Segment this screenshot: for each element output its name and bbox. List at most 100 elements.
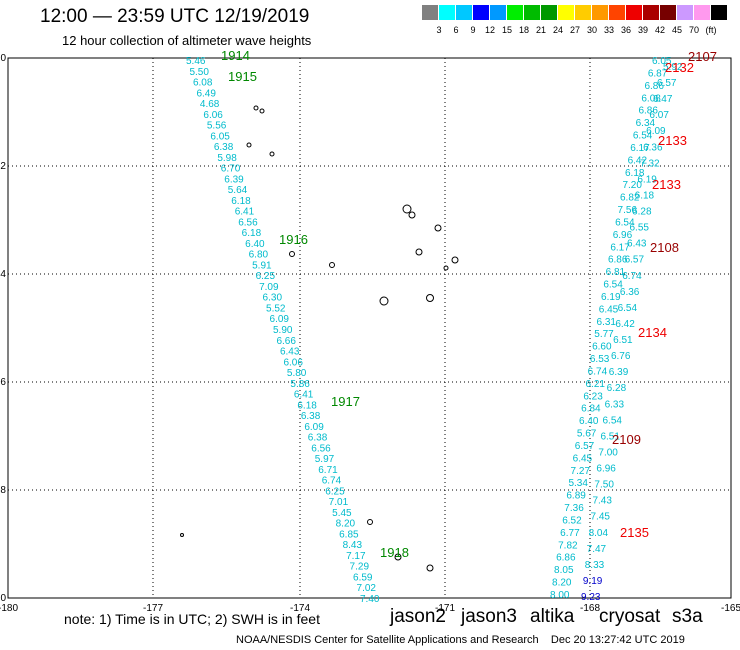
colorbar-label: 36 bbox=[620, 25, 631, 35]
colorbar-label: 18 bbox=[518, 25, 529, 35]
swh-value-left: 6.38 bbox=[301, 411, 321, 422]
swh-value-right-inner: 7.32 bbox=[640, 158, 660, 169]
swh-value-left: 7.29 bbox=[350, 562, 370, 573]
legend-altika: altika bbox=[530, 606, 575, 627]
legend-jason3: jason3 bbox=[461, 606, 517, 627]
colorbar-swatch bbox=[490, 5, 506, 20]
map-title: 12:00 — 23:59 UTC 12/19/2019 bbox=[40, 6, 310, 27]
swh-value-right-inner: 7.43 bbox=[592, 496, 612, 507]
colorbar-swatch bbox=[643, 5, 659, 20]
y-tick-label: 0 bbox=[0, 53, 6, 64]
swh-value-right-inner: 6.57 bbox=[625, 255, 645, 266]
swh-value-left: 6.30 bbox=[263, 293, 283, 304]
swh-value-left: 5.98 bbox=[217, 153, 237, 164]
y-tick-label: -10 bbox=[0, 593, 6, 604]
swh-value-right-outer: 6.86 bbox=[638, 106, 658, 117]
pass-label: 1917 bbox=[331, 394, 360, 409]
swh-value-left: 6.66 bbox=[276, 336, 296, 347]
colorbar-label: 9 bbox=[470, 25, 476, 35]
swh-value-right-inner: 6.39 bbox=[609, 367, 629, 378]
pass-label: 2132 bbox=[665, 60, 694, 75]
pass-label: 2133 bbox=[652, 177, 681, 192]
swh-value-right-inner: 6.54 bbox=[603, 415, 623, 426]
swh-value-right-inner: 6.19 bbox=[637, 174, 657, 185]
legend-cryosat: cryosat bbox=[599, 606, 661, 627]
swh-value-left: 7.01 bbox=[329, 497, 349, 508]
swh-value-left: 6.08 bbox=[193, 78, 213, 89]
swh-value-right-inner: 6.33 bbox=[605, 399, 625, 410]
colorbar-label: (ft) bbox=[705, 25, 717, 35]
credit-line: NOAA/NESDIS Center for Satellite Applica… bbox=[236, 634, 685, 646]
swh-value-right-inner: 6.51 bbox=[613, 335, 633, 346]
swh-value-right-inner: 6.96 bbox=[596, 464, 616, 475]
swh-value-right-inner: 6.54 bbox=[618, 303, 638, 314]
x-tick-label: -168 bbox=[580, 603, 600, 614]
swh-value-right-outer: 6.17 bbox=[630, 143, 650, 154]
legend-jason2: jason2 bbox=[390, 606, 446, 627]
island-outline bbox=[367, 519, 373, 525]
swh-value-left: 5.56 bbox=[207, 121, 227, 132]
colorbar-swatch bbox=[422, 5, 438, 20]
pass-label: 2109 bbox=[612, 432, 641, 447]
colorbar-swatch bbox=[439, 5, 455, 20]
pass-label: 1914 bbox=[221, 48, 250, 63]
swh-value-left: 5.46 bbox=[186, 56, 206, 67]
colorbar-label: 30 bbox=[586, 25, 597, 35]
island-outline bbox=[180, 533, 184, 537]
island-outline bbox=[269, 151, 275, 157]
swh-value-right-outer: 5.77 bbox=[594, 329, 614, 340]
swh-value-right-outer: 6.52 bbox=[562, 515, 582, 526]
island-outline bbox=[426, 294, 434, 302]
swh-value-right-outer: 6.87 bbox=[648, 68, 668, 79]
x-tick-label: -171 bbox=[435, 603, 455, 614]
colorbar-label: 33 bbox=[603, 25, 614, 35]
swh-value-right-outer: 6.42 bbox=[628, 155, 648, 166]
colorbar-swatch bbox=[575, 5, 591, 20]
swh-value-right-outer: 7.56 bbox=[618, 205, 638, 216]
swh-value-right-inner: 6.28 bbox=[607, 383, 627, 394]
colorbar-label: 70 bbox=[688, 25, 699, 35]
swh-value-left: 6.06 bbox=[283, 357, 303, 368]
swh-value-right-inner: 6.51 bbox=[600, 431, 620, 442]
colorbar-swatch bbox=[558, 5, 574, 20]
colorbar-label: 27 bbox=[569, 25, 580, 35]
swh-value-right-inner: 9.19 bbox=[583, 576, 603, 587]
swh-value-left: 5.64 bbox=[228, 185, 248, 196]
swh-value-right-inner: 6.36 bbox=[620, 287, 640, 298]
swh-value-right-outer: 6.40 bbox=[579, 416, 599, 427]
swh-value-right-inner: 5.92 bbox=[663, 62, 683, 73]
swh-value-right-inner: 6.28 bbox=[632, 207, 652, 218]
swh-value-right-inner: 6.76 bbox=[611, 351, 631, 362]
swh-value-right-inner: 6.18 bbox=[635, 190, 655, 201]
colorbar-swatch bbox=[711, 5, 727, 20]
swh-value-right-outer: 6.08 bbox=[641, 93, 661, 104]
swh-value-left: 6.39 bbox=[224, 174, 244, 185]
pass-label: 2134 bbox=[638, 325, 667, 340]
colorbar-swatch bbox=[592, 5, 608, 20]
swh-value-left: 7.09 bbox=[259, 282, 279, 293]
swh-value-left: 6.43 bbox=[280, 347, 300, 358]
swh-value-right-inner: 6.07 bbox=[649, 110, 669, 121]
swh-value-right-inner: 9.23 bbox=[581, 592, 601, 603]
swh-value-left: 6.70 bbox=[221, 164, 241, 175]
swh-value-right-outer: 8.20 bbox=[552, 578, 572, 589]
swh-value-left: 5.91 bbox=[252, 260, 272, 271]
swh-value-right-outer: 6.54 bbox=[615, 217, 635, 228]
swh-value-left: 6.09 bbox=[304, 422, 324, 433]
x-tick-label: -174 bbox=[290, 603, 310, 614]
swh-value-left: 5.50 bbox=[189, 67, 209, 78]
colorbar-swatch bbox=[677, 5, 693, 20]
swh-value-left: 6.38 bbox=[214, 142, 234, 153]
swh-value-right-outer: 6.45 bbox=[599, 304, 619, 315]
swh-value-left: 6.38 bbox=[308, 433, 328, 444]
swh-value-left: 6.09 bbox=[270, 314, 290, 325]
swh-value-right-outer: 6.23 bbox=[583, 391, 603, 402]
swh-value-right-outer: 6.54 bbox=[603, 280, 623, 291]
swh-value-left: 6.40 bbox=[245, 239, 265, 250]
swh-value-right-outer: 7.20 bbox=[622, 180, 642, 191]
island-outline bbox=[246, 142, 252, 148]
island-outline bbox=[289, 251, 295, 257]
swh-value-right-inner: 6.55 bbox=[630, 223, 650, 234]
swh-value-left: 6.41 bbox=[294, 390, 314, 401]
swh-value-left: 5.52 bbox=[266, 303, 286, 314]
